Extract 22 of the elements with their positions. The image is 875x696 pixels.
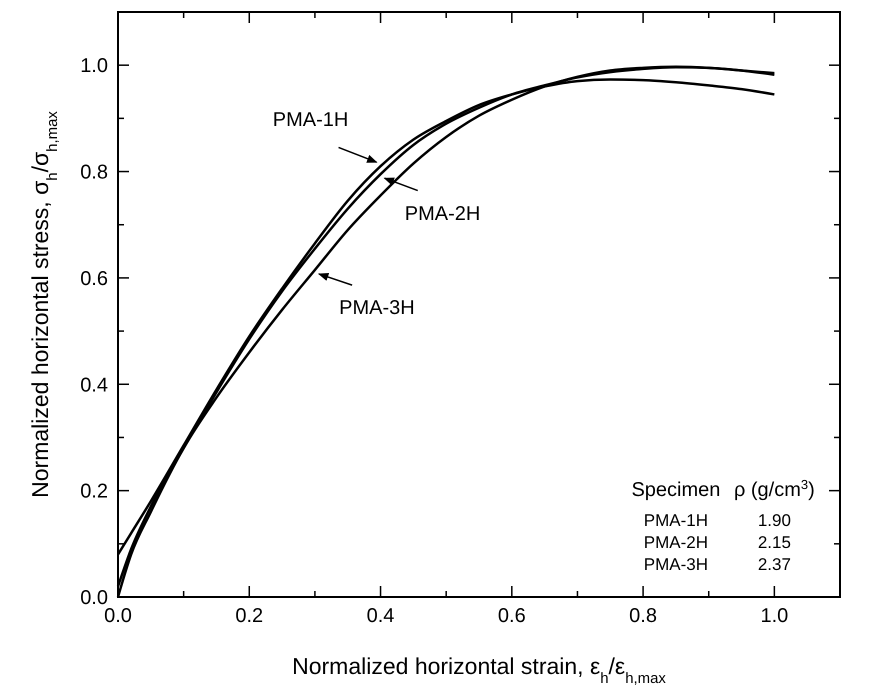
x-tick-label: 0.6 xyxy=(498,605,526,627)
x-tick-label: 0.2 xyxy=(235,605,264,627)
annotation: 2.15 xyxy=(758,532,791,552)
annotation: ρ (g/cm$^{3}$) xyxy=(734,476,815,501)
legend-label: PMA-3H xyxy=(339,296,415,319)
x-tick-label: 0.4 xyxy=(366,605,394,627)
y-tick-label: 1.0 xyxy=(80,55,108,78)
annotation: PMA-1H xyxy=(644,510,708,530)
y-tick-label: 0.4 xyxy=(80,374,108,396)
x-tick-label: 0.8 xyxy=(629,605,657,627)
y-tick-label: 0.6 xyxy=(80,268,108,290)
annotation: 1.90 xyxy=(758,510,791,530)
y-tick-label: 0.8 xyxy=(80,162,108,184)
annotation: PMA-2H xyxy=(644,532,708,552)
annotation: 2.37 xyxy=(758,554,791,574)
annotation: PMA-3H xyxy=(644,554,708,574)
legend-label: PMA-2H xyxy=(404,203,480,226)
x-tick-label: 1.0 xyxy=(760,605,788,627)
text: PMA-1H xyxy=(272,109,348,132)
annotation: Specimen xyxy=(631,478,720,501)
y-tick-label: 0.2 xyxy=(80,480,108,503)
x-axis-title: Normalized horizontal strain, ε$_{h}$/ε$_{h,max}$ xyxy=(292,653,666,686)
